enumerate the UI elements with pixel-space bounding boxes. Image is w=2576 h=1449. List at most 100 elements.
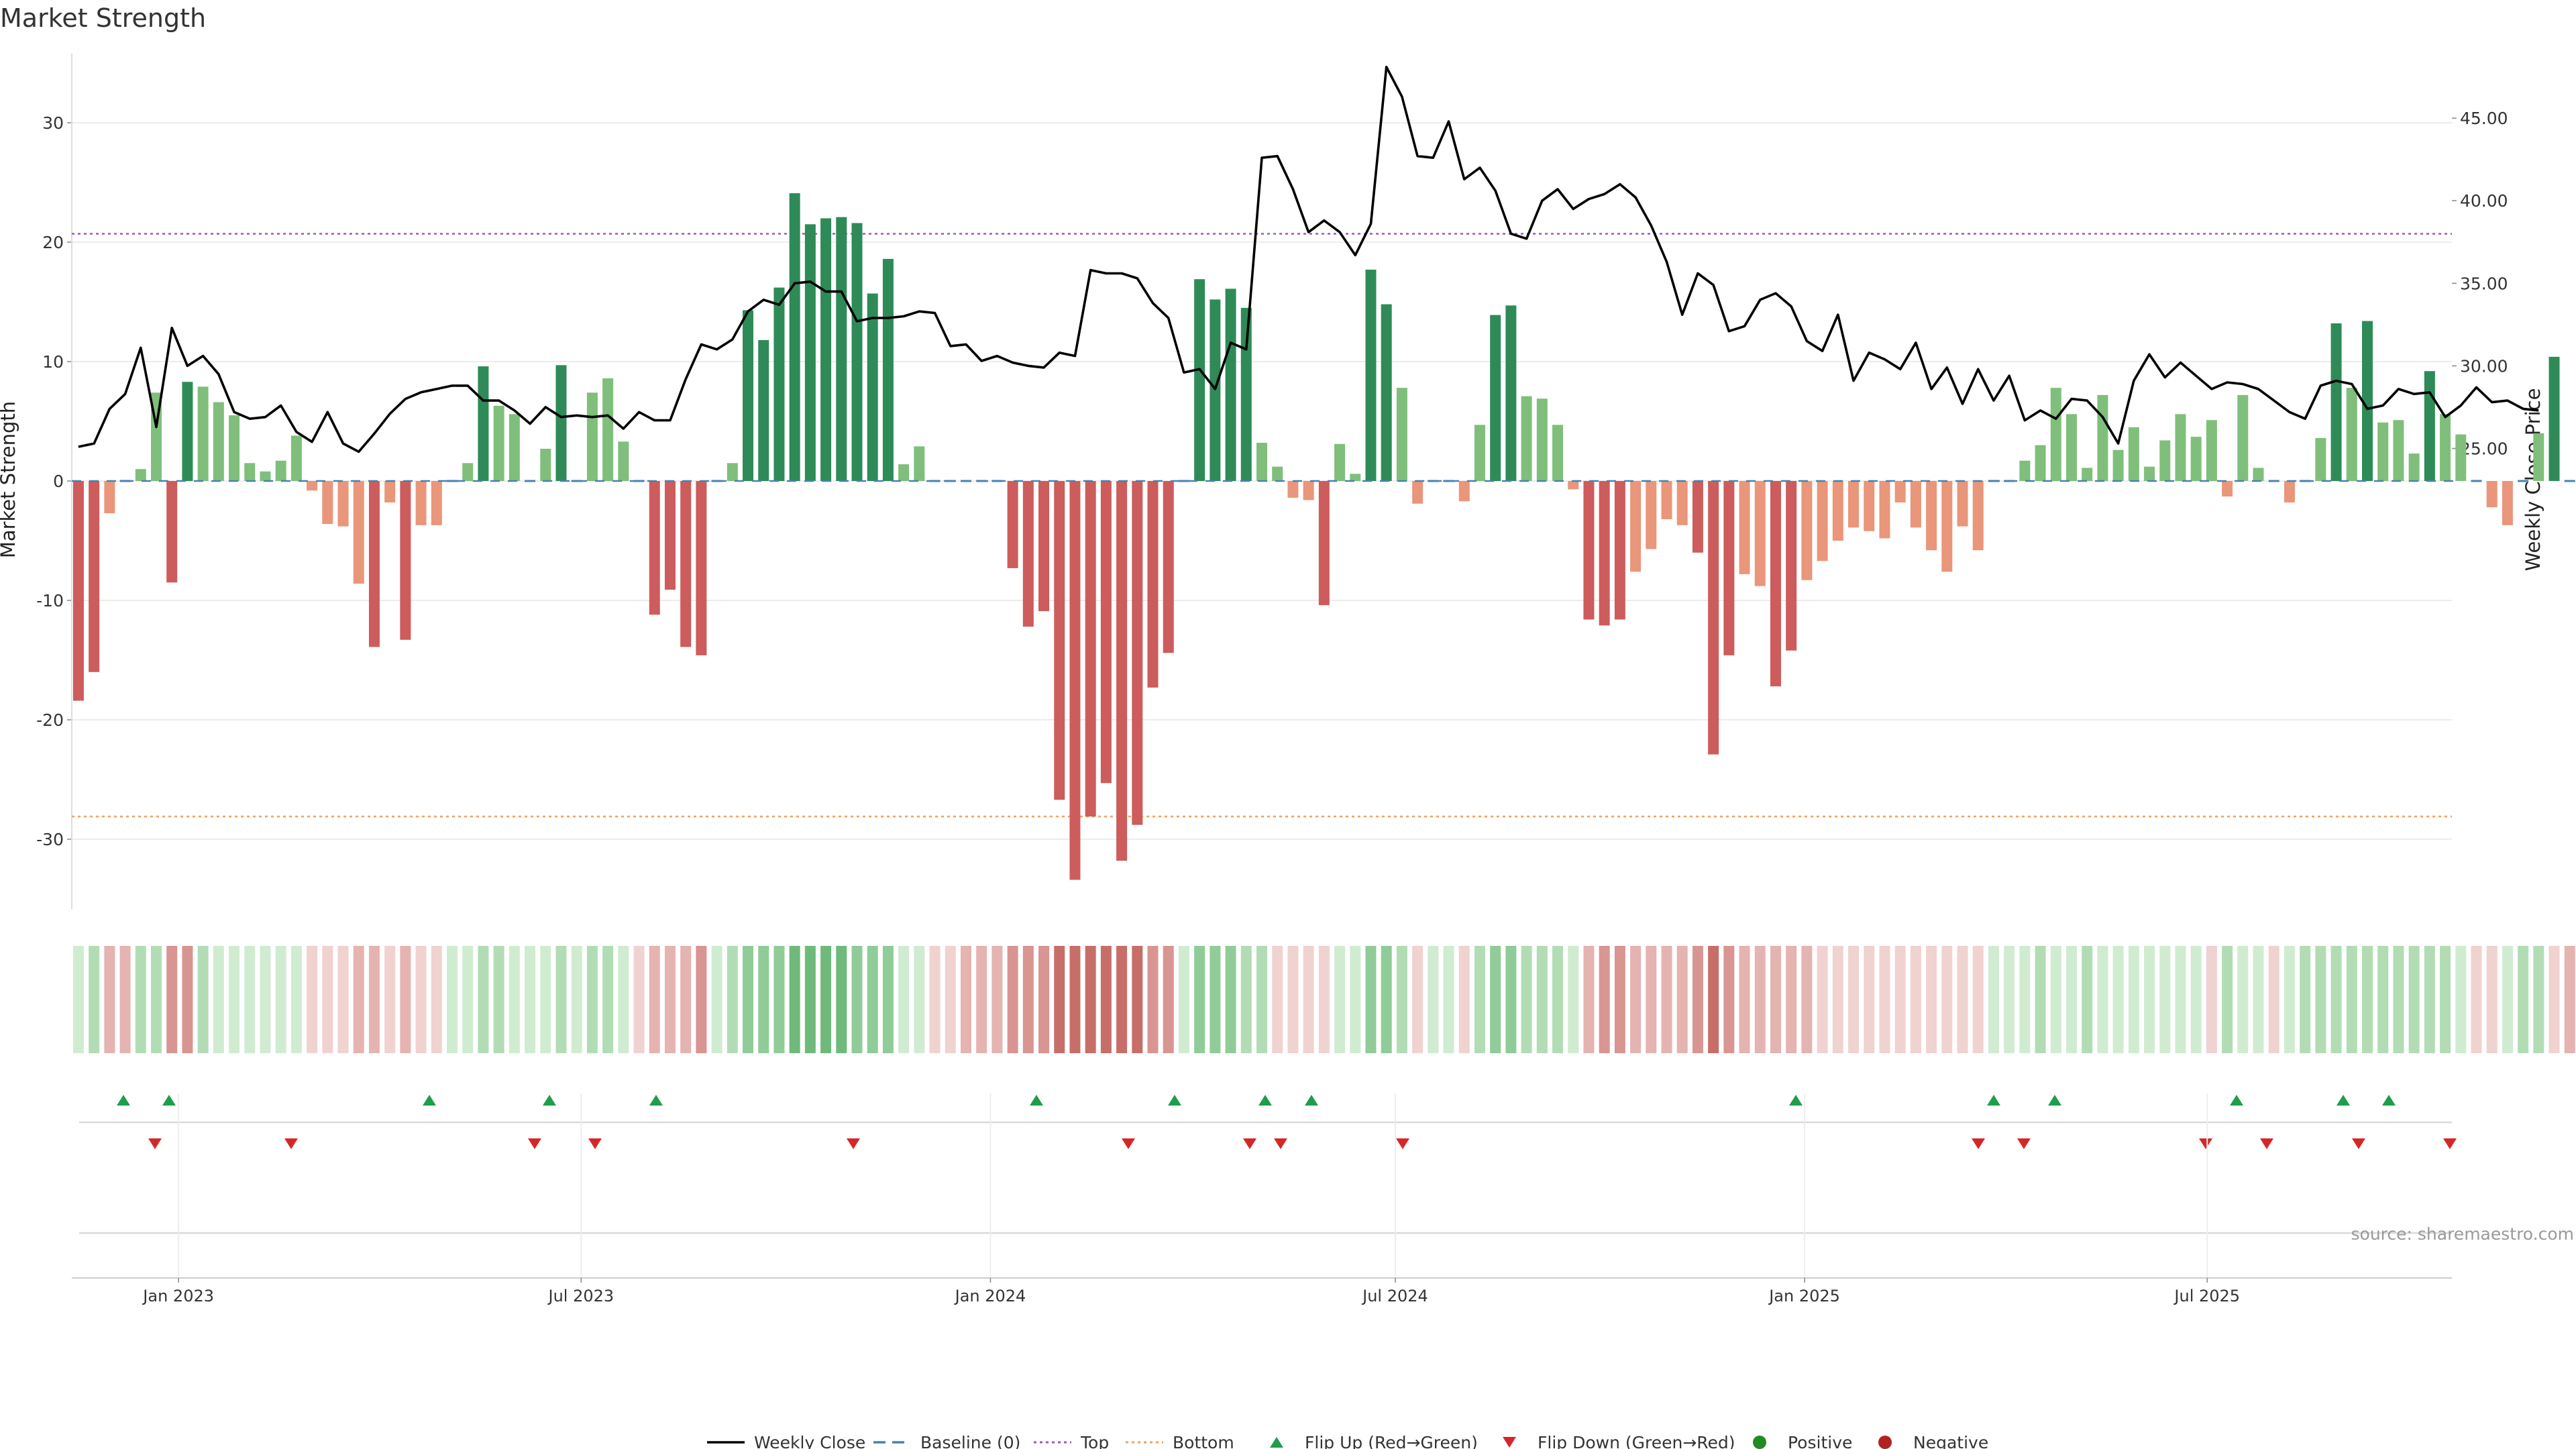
legend-negative-key [1878,1436,1892,1449]
intensity-cell-red [182,946,193,1053]
intensity-cell-red [1739,946,1750,1053]
intensity-cell-green [2440,946,2451,1053]
intensity-cell-red [1116,946,1128,1053]
intensity-cell-green [290,946,302,1053]
legend-item-negative: Negative [1878,1433,1988,1449]
strength-bar-positive [2330,323,2342,481]
strength-bar-negative [1832,481,1843,541]
strength-bar-negative [368,481,380,647]
strength-bar-negative [649,481,660,615]
strength-bar-positive [260,471,271,481]
strength-bar-negative [1132,481,1143,825]
legend-positive-key [1753,1436,1766,1449]
strength-bar-positive [540,448,551,481]
flip-down-marker [148,1138,162,1149]
strength-bar-positive [836,217,847,481]
strength-bar-positive [1396,388,1407,481]
strength-bar-negative [322,481,333,525]
intensity-cell-green [2533,946,2544,1053]
strength-bar-positive [2377,422,2389,481]
intensity-cell-green [493,946,504,1053]
strength-bar-negative [1972,481,1984,551]
intensity-cell-red [1926,946,1937,1053]
strength-bar-positive [2206,420,2217,481]
intensity-cell-green [197,946,209,1053]
intensity-cell-green [2097,946,2108,1053]
intensity-cell-green [2424,946,2435,1053]
strength-bar-positive [2144,466,2155,481]
strength-bar-positive [1536,398,1548,481]
intensity-cell-green [1505,946,1517,1053]
intensity-cell-red [1676,946,1688,1053]
strength-bar-negative [680,481,692,647]
source-note: source: sharemaestro.com [2351,1224,2575,1244]
intensity-cell-red [960,946,971,1053]
strength-bar-positive [2175,414,2186,481]
strength-bar-negative [1630,481,1642,572]
strength-bar-negative [1303,481,1314,500]
intensity-cell-red [1038,946,1050,1053]
intensity-cell-red [368,946,380,1053]
intensity-cell-green [1210,946,1221,1053]
strength-bar-negative [1116,481,1128,861]
strength-bar-negative [1739,481,1750,574]
right-axis: 45.00 40.00 35.00 30.00 25.00 [2452,109,2508,459]
intensity-cell-green [1381,946,1392,1053]
intensity-cell-red [1786,946,1797,1053]
intensity-cell-green [229,946,240,1053]
strength-bar-positive [867,293,878,481]
legend-label: Negative [1913,1433,1988,1449]
y2-tick-label: 35.00 [2460,274,2508,293]
y-axis-label: Market Strength [0,401,19,558]
strength-bar-negative [1568,481,1579,490]
y-tick-label: -20 [36,710,64,730]
legend-label: Bottom [1173,1433,1234,1449]
flip-down-marker [1122,1138,1135,1149]
flip-up-marker [1305,1095,1318,1106]
strength-bar-negative [1926,481,1937,551]
intensity-cell-green [820,946,832,1053]
intensity-cell-red [1147,946,1159,1053]
strength-bar-positive [555,365,567,481]
intensity-cell-red [2548,946,2560,1053]
intensity-cell-green [2393,946,2404,1053]
intensity-cell-red [1941,946,1953,1053]
strength-bar-negative [1412,481,1424,504]
strength-bar-positive [2408,453,2420,481]
intensity-cell-green [244,946,256,1053]
strength-bar-positive [851,223,863,481]
strength-bar-negative [2222,481,2233,497]
intensity-cell-green [2315,946,2326,1053]
intensity-cell-green [851,946,863,1053]
intensity-cell-red [1770,946,1781,1053]
flip-up-marker [2382,1095,2396,1106]
strength-bar-positive [804,224,816,481]
strength-bars [72,193,2560,880]
intensity-cell-green [2408,946,2420,1053]
strength-bar-positive [2237,394,2249,481]
strength-bar-negative [1318,481,1330,606]
intensity-cell-green [602,946,614,1053]
strength-bar-positive [882,258,894,481]
flip-up-marker [423,1095,436,1106]
strength-bar-positive [914,446,925,481]
strength-bar-negative [1100,481,1112,784]
intensity-cell-green [836,946,847,1053]
intensity-cell-red [1599,946,1610,1053]
strength-bar-negative [1754,481,1766,586]
strength-bar-negative [1007,481,1018,568]
strength-bar-negative [1848,481,1860,528]
legend-item-baseline: Baseline (0) [873,1433,1020,1449]
intensity-cell-red [400,946,411,1053]
strength-bar-negative [1054,481,1065,800]
strength-bar-negative [1661,481,1672,519]
intensity-cell-red [1022,946,1034,1053]
intensity-cell-green [727,946,738,1053]
strength-bar-positive [1474,425,1485,481]
intensity-cell-green [2377,946,2389,1053]
intensity-cell-green [2284,946,2295,1053]
intensity-cell-green [2222,946,2233,1053]
intensity-cell-green [758,946,769,1053]
x-tick-label: Jul 2025 [2173,1287,2240,1305]
intensity-cell-green [2330,946,2342,1053]
